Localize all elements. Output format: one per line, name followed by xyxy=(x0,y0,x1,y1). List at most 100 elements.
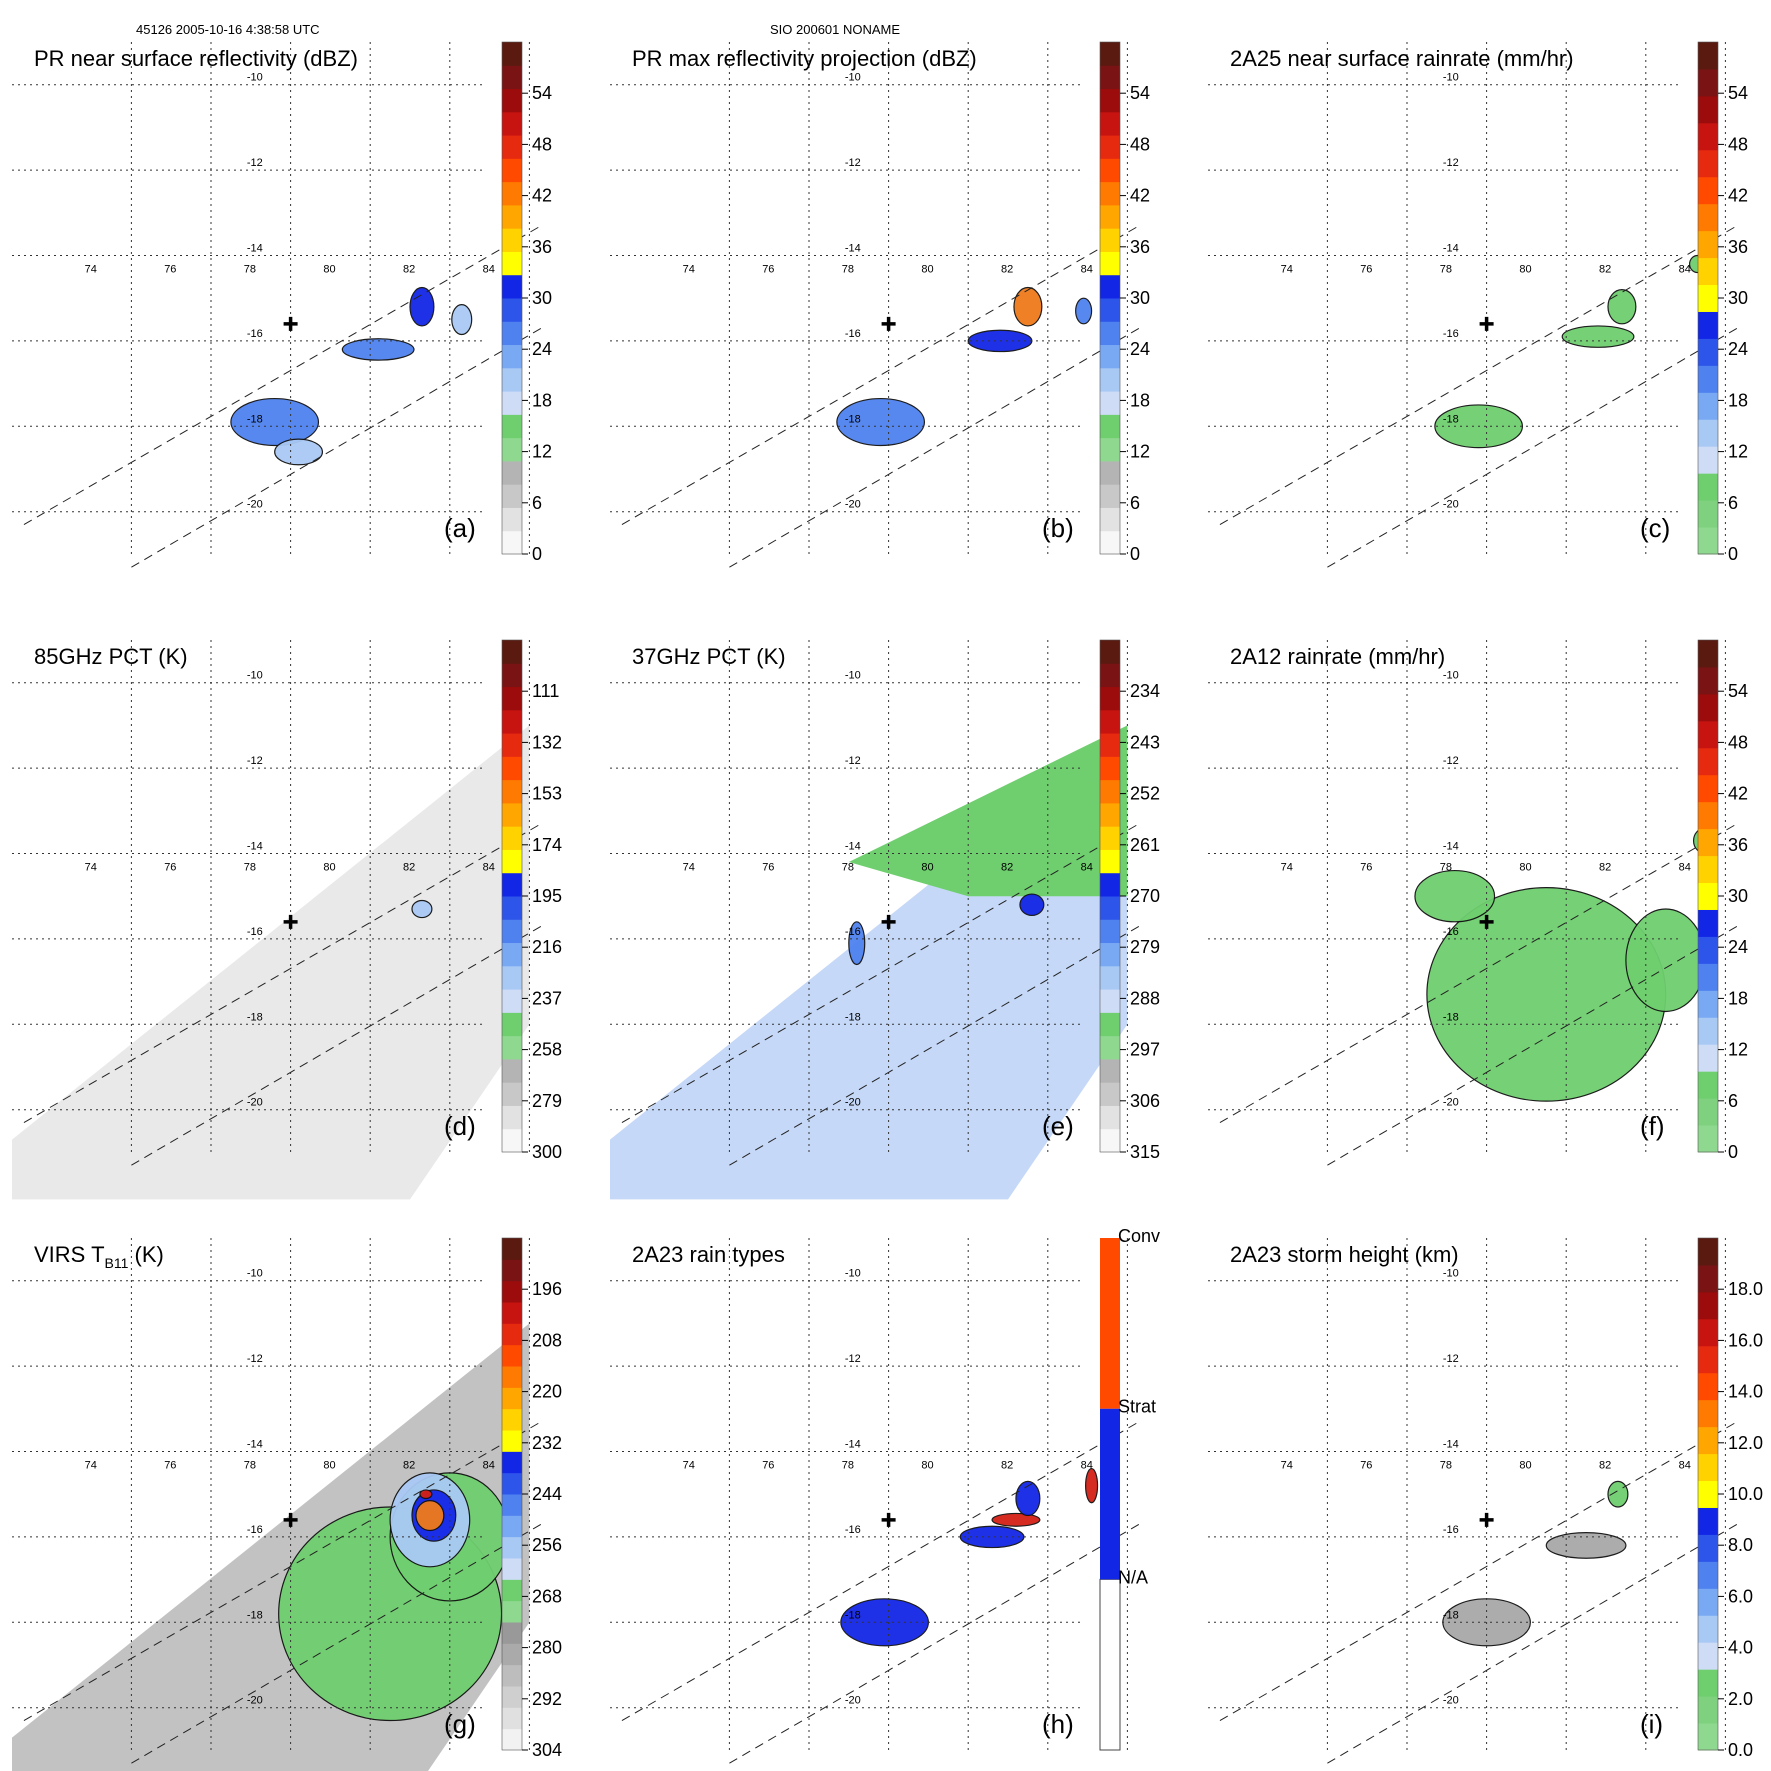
colorbar-segment xyxy=(1100,756,1120,781)
colorbar-segment xyxy=(502,942,522,967)
colorbar-segment xyxy=(1100,507,1120,532)
colorbar-segment xyxy=(1100,942,1120,967)
colorbar-segment xyxy=(1100,484,1120,508)
lon-tick-label: 78 xyxy=(842,862,854,874)
swath-edge-line xyxy=(131,1523,542,1764)
lat-tick-label: -20 xyxy=(247,1695,263,1707)
lat-tick-label: -16 xyxy=(1443,328,1459,340)
rain-area xyxy=(848,921,866,966)
lon-tick-label: 80 xyxy=(1519,862,1531,874)
colorbar-segment xyxy=(1698,720,1718,749)
colorbar-a: 0 6 12 18 24 30 36 42 48 54 xyxy=(501,41,552,564)
lon-tick-label: 80 xyxy=(921,264,933,276)
lon-tick-label: 82 xyxy=(403,1460,415,1472)
colorbar-tick-label: 24 xyxy=(1728,937,1748,957)
swath-field xyxy=(12,725,530,1200)
panel-title: 2A23 storm height (km) xyxy=(1230,1242,1459,1267)
rain-area xyxy=(836,397,926,447)
swath-edge-line xyxy=(621,1421,1140,1721)
lat-tick-label: -16 xyxy=(247,926,263,938)
colorbar-segment xyxy=(1100,65,1120,90)
colorbar-segment xyxy=(1698,1642,1718,1670)
colorbar-d: 300 279 258 237 216 195 174 153 132 111 xyxy=(501,639,562,1162)
colorbar-tick-label: 237 xyxy=(532,988,562,1008)
colorbar-segment xyxy=(1698,1372,1718,1401)
colorbar-segment xyxy=(1698,801,1718,830)
colorbar-segment xyxy=(1100,251,1120,276)
lat-tick-label: -18 xyxy=(247,413,263,425)
colorbar-tick-label: 279 xyxy=(532,1091,562,1111)
colorbar-segment xyxy=(1698,392,1718,420)
panel-c: 74 76 78 80 82 84 -10 -12 -14 -16 -18 -20 2A25 near … xyxy=(1208,42,1738,568)
colorbar-tick-label: 243 xyxy=(1130,732,1160,752)
storm-center-marker xyxy=(283,1512,298,1527)
colorbar-segment xyxy=(1100,896,1120,920)
colorbar-tick-label: 42 xyxy=(1130,186,1150,206)
colorbar-tick-label: 6 xyxy=(1728,493,1738,513)
colorbar-segment xyxy=(502,367,522,392)
colorbar-segment xyxy=(1698,1561,1718,1589)
colorbar-c: 0 6 12 18 24 30 36 42 48 54 xyxy=(1697,41,1748,564)
colorbar-segment xyxy=(1698,1291,1718,1320)
colorbar-segment xyxy=(502,344,522,369)
colorbar-segment xyxy=(1698,747,1718,776)
colorbar-tick-label: 48 xyxy=(532,134,552,154)
colorbar-tick-label: 24 xyxy=(1130,339,1150,359)
colorbar-tick-label: 0 xyxy=(532,544,542,564)
colorbar-segment xyxy=(502,251,522,276)
colorbar-segment xyxy=(502,88,522,113)
rain-area xyxy=(419,1489,433,1500)
storm-center-marker xyxy=(881,1512,896,1527)
colorbar-tick-label: 18 xyxy=(1728,390,1748,410)
lat-tick-label: -18 xyxy=(845,1011,861,1023)
rain-area xyxy=(1075,297,1093,325)
colorbar-segment xyxy=(502,896,522,920)
colorbar-tick-label: 220 xyxy=(532,1382,562,1402)
colorbar-tick-label: 0 xyxy=(1728,1142,1738,1162)
colorbar-segment xyxy=(1698,203,1718,232)
colorbar-segment xyxy=(502,1012,522,1037)
lat-tick-label: -12 xyxy=(247,1353,263,1365)
colorbar-tick-label: 42 xyxy=(1728,186,1748,206)
lon-tick-label: 76 xyxy=(762,862,774,874)
colorbar-tick-label: 10.0 xyxy=(1728,1484,1763,1504)
panel-i: 74 76 78 80 82 84 -10 -12 -14 -16 -18 -20 2A23 storm… xyxy=(1208,1238,1738,1764)
swath-edge-line xyxy=(1327,327,1738,568)
colorbar-segment xyxy=(502,460,522,485)
colorbar-segment xyxy=(1698,257,1718,286)
lon-tick-label: 78 xyxy=(1440,1460,1452,1472)
rain-area xyxy=(411,899,433,919)
panel-label: (b) xyxy=(1042,513,1074,543)
colorbar-segment xyxy=(502,802,522,827)
rain-area xyxy=(341,338,415,361)
swath-edge-line xyxy=(23,1421,542,1721)
swath-edge-line xyxy=(729,327,1140,568)
colorbar-tick-label: 315 xyxy=(1130,1142,1160,1162)
lon-tick-label: 84 xyxy=(1679,1460,1691,1472)
colorbar-segment xyxy=(502,1128,522,1153)
colorbar-segment xyxy=(1100,919,1120,944)
colorbar-segment xyxy=(502,484,522,508)
panel-h: 74 76 78 80 82 84 -10 -12 -14 -16 -18 -20 2A23 rain … xyxy=(610,1238,1140,1764)
lon-tick-label: 80 xyxy=(921,862,933,874)
lat-tick-label: -12 xyxy=(845,1353,861,1365)
storm-center-marker xyxy=(283,316,298,331)
lat-tick-label: -20 xyxy=(845,1097,861,1109)
lon-tick-label: 80 xyxy=(921,1460,933,1472)
lon-tick-label: 84 xyxy=(1081,862,1093,874)
lat-tick-label: -20 xyxy=(1443,499,1459,511)
colorbar-tick-label: 196 xyxy=(532,1279,562,1299)
colorbar-segment xyxy=(1698,500,1718,528)
colorbar-segment-conv xyxy=(1100,1238,1120,1409)
colorbar-segment xyxy=(1100,274,1120,299)
colorbar-tick-label: 54 xyxy=(1728,83,1748,103)
colorbar-segment xyxy=(1698,1696,1718,1724)
colorbar-segment xyxy=(502,1238,522,1260)
colorbar-segment xyxy=(502,135,522,159)
colorbar-tick-label: 54 xyxy=(1728,681,1748,701)
colorbar-segment xyxy=(502,181,522,206)
panel-d: 74 76 78 80 82 84 -10 -12 -14 -16 -18 -20 85GHz PCT … xyxy=(12,640,542,1200)
lon-tick-label: 80 xyxy=(323,264,335,276)
lon-tick-label: 74 xyxy=(85,1460,97,1472)
colorbar-segment xyxy=(1100,158,1120,183)
